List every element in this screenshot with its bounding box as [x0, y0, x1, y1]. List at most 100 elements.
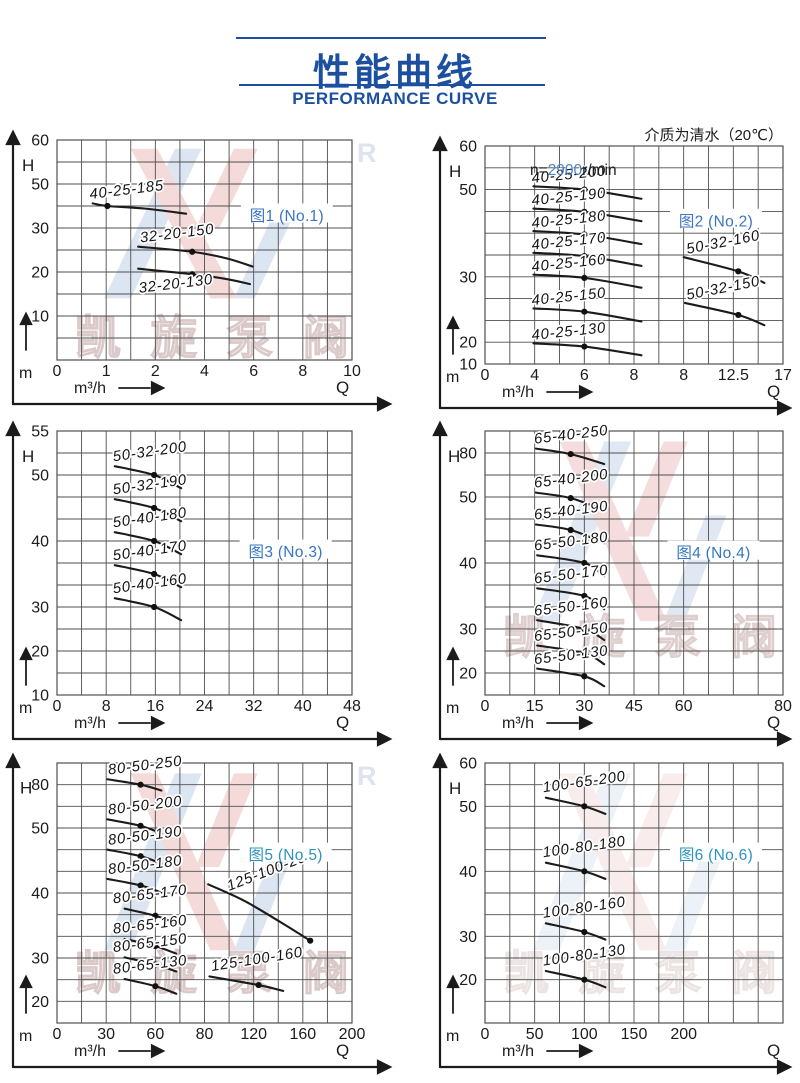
axis-labels: Hm m³/h Q — [19, 156, 349, 397]
rpm-label: n=2900r/min — [530, 162, 617, 179]
y-tick-30: 30 — [31, 951, 49, 968]
curve-dot-40-25-130 — [581, 343, 588, 350]
figure-tag-bg — [240, 203, 333, 223]
chart-no4: 凯旋泵阀65-40-25065-40-20065-40-19065-50-180… — [432, 420, 800, 747]
tick-labels: 80 50 40 30 200 15 30 45 60 80 — [459, 446, 792, 716]
x-tick-4: 4 — [530, 367, 539, 384]
page-title: 性能曲线 — [313, 52, 477, 93]
watermark-chars: 凯旋泵阀 — [503, 947, 800, 999]
axes — [5, 129, 393, 412]
x-tick-80: 80 — [196, 1026, 214, 1043]
curve-dot-80-50-200 — [137, 822, 144, 829]
curve-label-50-32-160: 50-32-160 — [685, 228, 761, 258]
axes — [5, 420, 393, 747]
y-tick-30: 30 — [31, 221, 49, 238]
x-tick-16: 16 — [146, 698, 164, 715]
watermark-bar-2 — [625, 441, 688, 537]
chart-no1: 凯旋泵阀R40-25-18532-20-15032-20-13060503020… — [5, 129, 393, 412]
figure-tag-label: 图2 (No.2) — [679, 213, 753, 230]
y-tick-50: 50 — [459, 799, 477, 816]
axis-labels: Hm m³/h Q — [19, 779, 349, 1060]
y-tick-30: 30 — [459, 622, 477, 639]
x-tick-32: 32 — [245, 698, 263, 715]
x-tick-60: 60 — [146, 1026, 164, 1043]
watermark: 凯旋泵阀 — [502, 773, 800, 1000]
header-rule-top — [236, 37, 546, 39]
m-axis-label: m — [19, 1028, 32, 1045]
m-axis-label: m — [19, 365, 32, 382]
curve-dot-80-65-130 — [152, 983, 159, 990]
curve-dot-50-40-180 — [151, 537, 158, 545]
axis-labels: Hm m³/h Q — [446, 779, 780, 1060]
x-tick-120: 120 — [240, 1026, 267, 1043]
curve-dot-50-32-160 — [735, 268, 742, 275]
y-tick-20: 20 — [459, 972, 477, 989]
curve-32-20-130 — [137, 267, 252, 286]
y-tick-50: 50 — [31, 177, 49, 194]
header-rule-bottom — [239, 84, 545, 86]
y-tick-80: 80 — [459, 446, 477, 463]
y-tick-60: 60 — [459, 756, 477, 773]
q-axis-label: Q — [767, 382, 780, 401]
curve-label-50-32-190: 50-32-190 — [112, 472, 188, 498]
curve-dot-65-40-250 — [567, 451, 574, 458]
y-tick-30: 30 — [31, 600, 49, 617]
x-tick-8: 8 — [102, 698, 111, 715]
curve-dot-65-50-160 — [581, 625, 588, 633]
curve-dot-50-40-170 — [151, 570, 158, 578]
x-tick-30: 30 — [575, 698, 593, 715]
y-tick-60: 60 — [31, 133, 49, 150]
y-tick-50: 50 — [31, 821, 49, 838]
curve-dot-50-32-150 — [735, 311, 742, 319]
x-tick-6: 6 — [580, 367, 589, 384]
q-axis-label: Q — [336, 713, 349, 732]
axis-labels: Hm m³/h Q — [19, 447, 349, 732]
figure-tag-no2: 图2 (No.2) — [669, 208, 762, 230]
grid-border — [484, 430, 784, 696]
x-tick-0: 0 — [53, 1026, 62, 1043]
x-tick-40: 40 — [294, 698, 312, 715]
curve-label-32-20-130: 32-20-130 — [138, 272, 214, 297]
figure-tag-no1: 图1 (No.1) — [240, 203, 333, 225]
x-tick-6: 6 — [249, 363, 258, 380]
flow-unit-label: m³/h — [502, 1043, 534, 1060]
figure-tag-bg — [667, 540, 760, 560]
watermark-chars: 凯旋泵阀 — [503, 611, 800, 663]
x-tick-2: 2 — [151, 363, 160, 380]
x-tick-100: 100 — [571, 1026, 598, 1043]
x-tick-15: 15 — [526, 698, 544, 715]
x-tick-0: 0 — [53, 698, 62, 715]
h-axis-label: H — [448, 447, 460, 466]
curve-dot-32-20-150 — [189, 248, 196, 255]
curve-dot-40-25-190 — [581, 208, 588, 215]
y-tick-40: 40 — [31, 886, 49, 903]
y-tick-50: 50 — [459, 182, 477, 199]
axes — [5, 752, 393, 1075]
figure-tag-label: 图5 (No.5) — [249, 847, 323, 864]
figure-tag-bg — [239, 539, 332, 559]
y-tick-20: 20 — [31, 994, 49, 1011]
m-axis-label: m — [19, 700, 32, 717]
watermark: 凯旋泵阀 R — [74, 761, 379, 1000]
chart-no2: 40-25-20040-25-19040-25-18040-25-17040-2… — [432, 127, 793, 416]
x-tick-30: 30 — [97, 1026, 115, 1043]
figure-tag-no6: 图6 (No.6) — [669, 842, 762, 864]
tick-labels: 60 50 30 20 100 4 6 8 8 12.5 17 — [459, 139, 792, 385]
y-tick-20: 20 — [31, 644, 49, 661]
y-tick-20: 20 — [459, 335, 477, 352]
axes — [432, 752, 793, 1075]
x-tick-50: 50 — [526, 1026, 544, 1043]
axes — [432, 420, 793, 747]
flow-unit-label: m³/h — [502, 384, 534, 401]
figure-tag-bg — [669, 842, 762, 862]
y-tick-20: 20 — [459, 666, 477, 683]
watermark-chars: 凯旋泵阀 — [75, 947, 379, 999]
watermark-bar-3 — [663, 846, 727, 951]
curve-dot-40-25-185 — [104, 202, 111, 210]
watermark-r: R — [357, 761, 377, 791]
x-tick-200: 200 — [339, 1026, 366, 1043]
watermark-bar-1 — [559, 441, 667, 622]
tick-labels: 80 50 40 30 200 30 60 80 120 160 200 — [31, 777, 365, 1043]
watermark-bar-3 — [663, 515, 727, 622]
